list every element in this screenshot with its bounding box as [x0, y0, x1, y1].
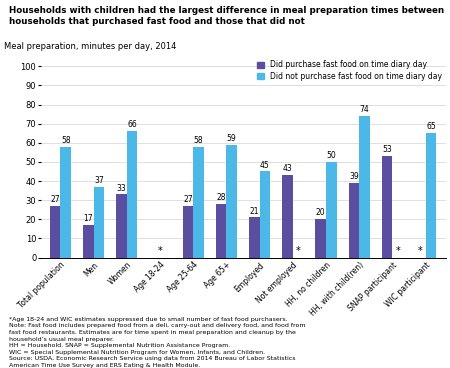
- Bar: [426, 133, 436, 258]
- Bar: [216, 204, 226, 258]
- Bar: [359, 116, 370, 258]
- Text: *: *: [296, 246, 301, 256]
- Bar: [193, 146, 204, 258]
- Text: 58: 58: [61, 136, 71, 145]
- Text: 43: 43: [283, 164, 293, 173]
- Bar: [249, 217, 260, 258]
- Text: 27: 27: [183, 195, 193, 204]
- Legend: Did purchase fast food on time diary day, Did not purchase fast food on time dia: Did purchase fast food on time diary day…: [256, 60, 442, 81]
- Text: 66: 66: [127, 120, 137, 130]
- Bar: [349, 183, 359, 258]
- Text: 50: 50: [326, 151, 336, 160]
- Text: *: *: [395, 246, 400, 256]
- Bar: [382, 156, 392, 258]
- Bar: [183, 206, 193, 258]
- Text: 17: 17: [84, 214, 93, 223]
- Text: *: *: [418, 246, 423, 256]
- Bar: [282, 175, 293, 258]
- Bar: [60, 146, 71, 258]
- Text: 21: 21: [250, 206, 259, 216]
- Bar: [226, 145, 237, 258]
- Bar: [116, 194, 127, 258]
- Text: 28: 28: [216, 193, 226, 202]
- Text: 74: 74: [360, 105, 369, 114]
- Text: 39: 39: [349, 172, 359, 181]
- Bar: [326, 162, 337, 258]
- Text: *: *: [158, 246, 162, 256]
- Text: 59: 59: [227, 134, 237, 143]
- Bar: [315, 219, 326, 258]
- Text: 37: 37: [94, 176, 104, 185]
- Text: 27: 27: [50, 195, 60, 204]
- Text: 33: 33: [117, 184, 126, 192]
- Text: Households with children had the largest difference in meal preparation times be: Households with children had the largest…: [9, 6, 444, 14]
- Text: 65: 65: [426, 122, 436, 131]
- Bar: [83, 225, 94, 258]
- Bar: [50, 206, 60, 258]
- Bar: [94, 187, 104, 258]
- Text: *Age 18-24 and WIC estimates suppressed due to small number of fast food purchas: *Age 18-24 and WIC estimates suppressed …: [9, 317, 306, 368]
- Text: Meal preparation, minutes per day, 2014: Meal preparation, minutes per day, 2014: [4, 42, 176, 51]
- Text: households that purchased fast food and those that did not: households that purchased fast food and …: [9, 17, 305, 25]
- Text: 58: 58: [194, 136, 203, 145]
- Bar: [127, 131, 137, 258]
- Bar: [260, 171, 270, 258]
- Text: 45: 45: [260, 160, 270, 170]
- Text: 20: 20: [316, 208, 325, 217]
- Text: 53: 53: [382, 145, 392, 154]
